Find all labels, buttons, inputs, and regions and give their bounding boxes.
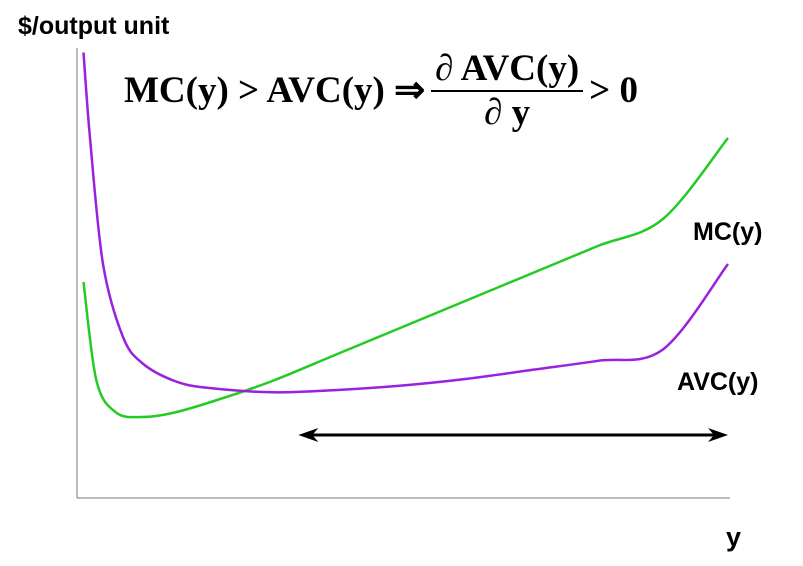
x-axis-label: y (726, 522, 742, 552)
arrowhead-right (708, 428, 728, 442)
equation-numerator: ∂ AVC(y) (435, 48, 580, 89)
equation-denominator: ∂ y (484, 92, 531, 133)
annotation-layer (298, 428, 728, 442)
y-axis-label: $/output unit (18, 12, 170, 40)
series-line-avc (82, 52, 729, 394)
arrowhead-left (298, 428, 319, 442)
equation: MC(y) > AVC(y) ⇒ ∂ AVC(y) ∂ y > 0 (124, 48, 638, 134)
series-label-mc: MC(y) (693, 218, 763, 246)
series-layer (82, 52, 729, 419)
equation-fraction: ∂ AVC(y) ∂ y (431, 48, 584, 134)
series-line-mc (82, 137, 729, 419)
equation-rhs: > 0 (589, 70, 638, 111)
equation-lhs: MC(y) > AVC(y) ⇒ (124, 70, 426, 111)
series-label-avc: AVC(y) (677, 368, 759, 396)
fraction-bar (431, 90, 584, 92)
